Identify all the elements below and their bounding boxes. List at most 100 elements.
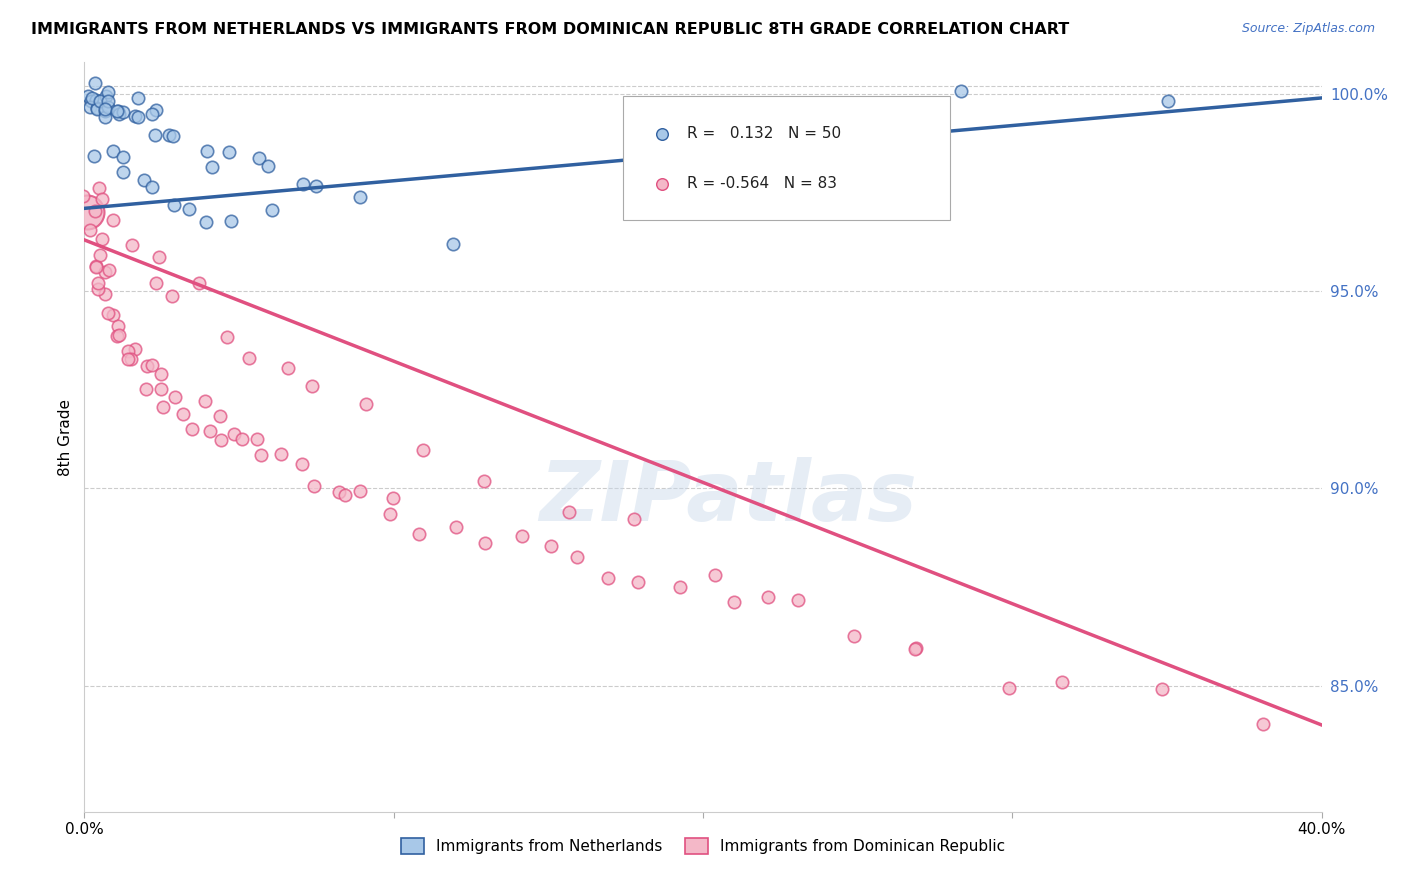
Point: [111, 105, 134, 120]
Point: [84, 76, 107, 90]
Point: [76, 205, 98, 219]
Point: [172, 407, 194, 421]
Point: [567, 550, 589, 565]
Point: [97, 86, 120, 100]
Point: [596, 571, 619, 585]
Point: [127, 91, 149, 105]
Point: [97, 94, 120, 108]
Point: [510, 529, 533, 543]
Point: [444, 520, 467, 534]
Point: [179, 202, 201, 216]
Point: [215, 329, 238, 343]
Point: [328, 485, 350, 500]
Point: [290, 457, 312, 471]
Point: [218, 145, 240, 159]
Text: IMMIGRANTS FROM NETHERLANDS VS IMMIGRANTS FROM DOMINICAN REPUBLIC 8TH GRADE CORR: IMMIGRANTS FROM NETHERLANDS VS IMMIGRANT…: [31, 22, 1069, 37]
Point: [157, 128, 180, 142]
Point: [89, 248, 111, 262]
Point: [349, 190, 371, 204]
Point: [141, 106, 163, 120]
Point: [165, 390, 187, 404]
Point: [349, 484, 371, 499]
Point: [141, 358, 163, 372]
Point: [107, 319, 129, 334]
Point: [141, 180, 163, 194]
Point: [1251, 717, 1274, 731]
Point: [84, 93, 107, 107]
Point: [94, 264, 117, 278]
Point: [97, 100, 120, 114]
Point: [277, 361, 299, 376]
Point: [84, 204, 107, 219]
Point: [378, 508, 401, 522]
Point: [905, 641, 928, 656]
Point: [208, 409, 231, 423]
Point: [145, 277, 167, 291]
Point: [94, 110, 117, 124]
Point: [80, 91, 103, 105]
Point: [998, 681, 1021, 695]
Point: [108, 107, 131, 121]
Point: [408, 527, 430, 541]
Point: [224, 426, 246, 441]
Point: [87, 282, 110, 296]
Point: [335, 487, 357, 501]
Point: [83, 148, 105, 162]
Point: [195, 144, 218, 158]
Point: [101, 212, 124, 227]
Point: [149, 382, 172, 396]
Point: [354, 397, 377, 411]
Point: [136, 359, 159, 373]
Point: [756, 590, 779, 604]
Point: [149, 367, 172, 381]
Point: [474, 535, 496, 549]
Point: [540, 539, 562, 553]
Point: [86, 260, 108, 274]
Point: [112, 150, 135, 164]
Point: [723, 595, 745, 609]
Point: [89, 181, 111, 195]
Point: [249, 448, 271, 462]
Point: [86, 259, 108, 273]
Point: [98, 262, 121, 277]
Point: [949, 84, 972, 98]
Point: [86, 102, 108, 116]
Point: [97, 305, 120, 319]
Point: [669, 580, 692, 594]
Point: [249, 151, 271, 165]
Point: [79, 100, 101, 114]
Point: [108, 327, 131, 342]
Point: [441, 236, 464, 251]
Point: [107, 104, 129, 119]
Point: [117, 352, 139, 367]
Point: [124, 109, 146, 123]
Point: [305, 179, 328, 194]
Point: [194, 393, 217, 408]
Point: [162, 128, 184, 143]
Text: Source: ZipAtlas.com: Source: ZipAtlas.com: [1241, 22, 1375, 36]
Point: [844, 629, 866, 643]
Point: [301, 379, 323, 393]
Point: [209, 433, 232, 447]
Point: [627, 574, 650, 589]
Point: [260, 203, 283, 218]
Point: [412, 442, 434, 457]
Point: [105, 329, 128, 343]
Point: [787, 592, 810, 607]
Point: [623, 512, 645, 526]
Point: [292, 177, 315, 191]
Point: [121, 238, 143, 252]
Point: [107, 104, 129, 119]
Legend: Immigrants from Netherlands, Immigrants from Dominican Republic: Immigrants from Netherlands, Immigrants …: [395, 832, 1011, 860]
Point: [93, 103, 115, 118]
Point: [135, 382, 157, 396]
Point: [148, 250, 170, 264]
Point: [1157, 94, 1180, 108]
Point: [1152, 681, 1174, 696]
Point: [124, 343, 146, 357]
Point: [145, 103, 167, 118]
Point: [80, 94, 103, 108]
Point: [904, 642, 927, 657]
Text: ZIPatlas: ZIPatlas: [538, 457, 917, 538]
FancyBboxPatch shape: [623, 96, 950, 219]
